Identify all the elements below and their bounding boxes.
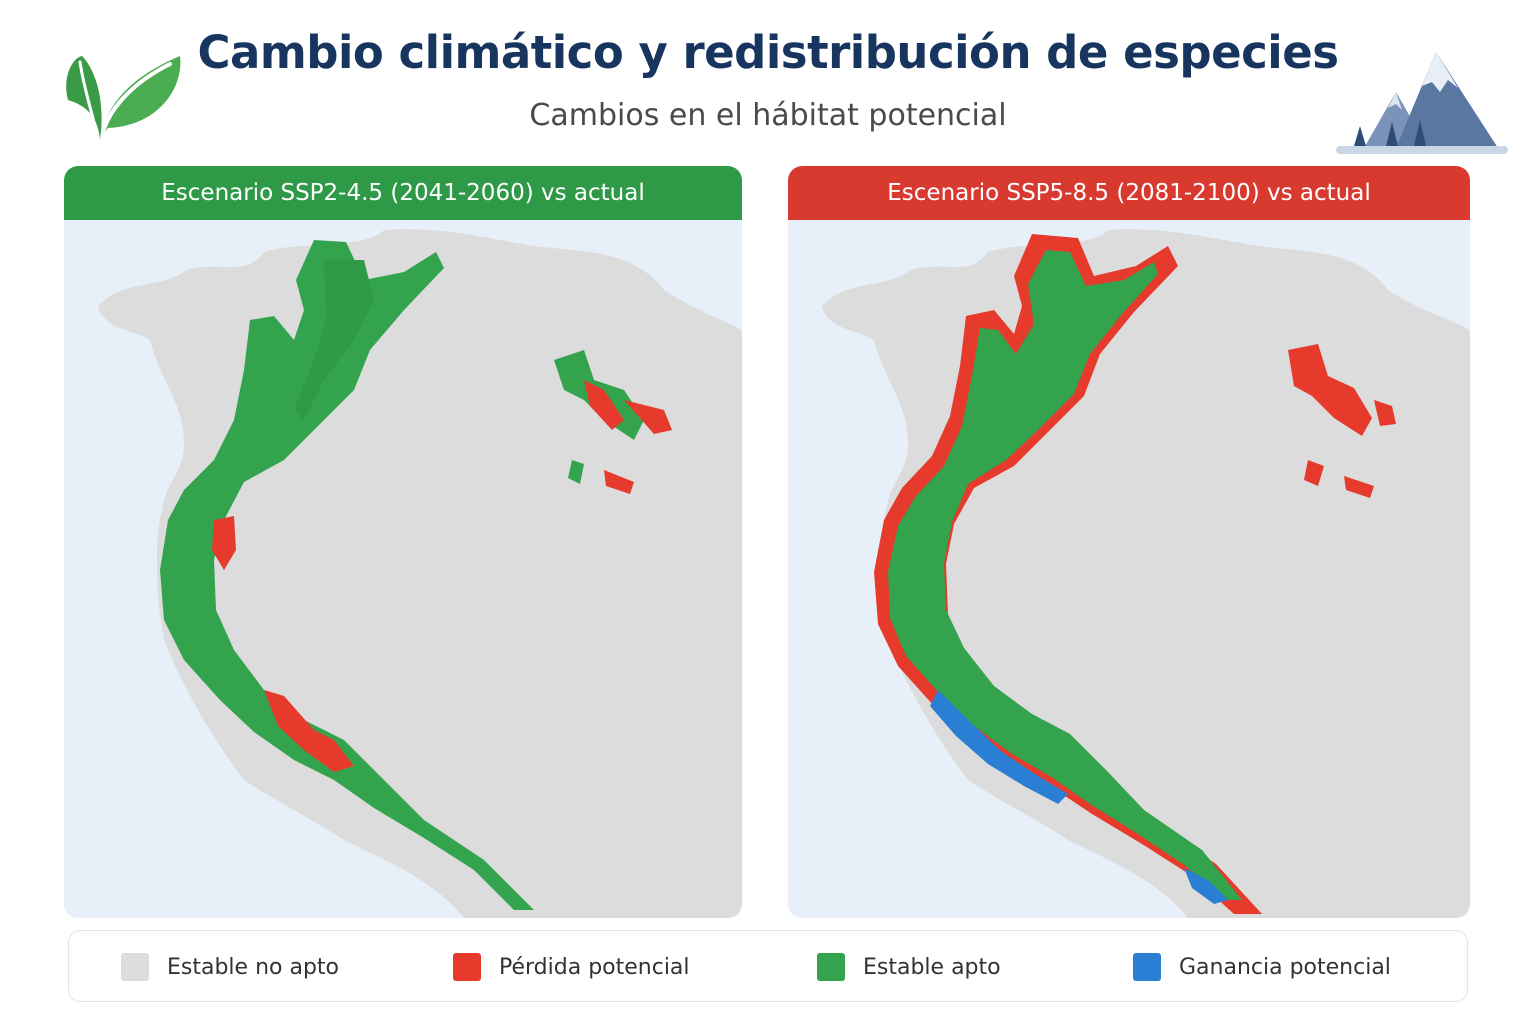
map-panel-ssp585: Escenario SSP5-8.5 (2081-2100) vs actual <box>788 166 1470 918</box>
potential-gain-region <box>930 690 1068 804</box>
stable-suitable-northern-branch <box>294 260 374 420</box>
legend-label: Pérdida potencial <box>499 954 690 980</box>
legend-item-stable-unsuitable: Estable no apto <box>121 931 339 1003</box>
legend-label: Ganancia potencial <box>1179 954 1391 980</box>
eastern-habitat-patches <box>554 350 672 494</box>
legend-item-potential-gain: Ganancia potencial <box>1133 931 1391 1003</box>
page-subtitle: Cambios en el hábitat potencial <box>529 98 1007 133</box>
legend-item-potential-loss: Pérdida potencial <box>453 931 690 1003</box>
panel-header-ssp585: Escenario SSP5-8.5 (2081-2100) vs actual <box>788 166 1470 220</box>
map-ssp585 <box>788 220 1470 918</box>
legend-swatch <box>817 953 845 981</box>
map-panel-ssp245: Escenario SSP2-4.5 (2041-2060) vs actual <box>64 166 742 918</box>
legend-swatch <box>1133 953 1161 981</box>
potential-loss-region <box>212 516 236 570</box>
map-ssp245 <box>64 220 742 918</box>
legend-swatch <box>453 953 481 981</box>
potential-gain-southern <box>1184 868 1228 904</box>
potential-loss-edge <box>264 690 354 772</box>
legend-label: Estable no apto <box>167 954 340 980</box>
mountains-icon <box>1336 48 1508 158</box>
leaf-icon <box>58 48 188 148</box>
page-title: Cambio climático y redistribución de esp… <box>197 26 1339 79</box>
stable-suitable-region <box>160 240 534 910</box>
stable-suitable-region <box>888 250 1242 900</box>
legend-swatch <box>121 953 149 981</box>
map-legend: Estable no apto Pérdida potencial Establ… <box>68 930 1468 1002</box>
legend-item-stable-suitable: Estable apto <box>817 931 1001 1003</box>
legend-label: Estable apto <box>863 954 1001 980</box>
panel-header-ssp245: Escenario SSP2-4.5 (2041-2060) vs actual <box>64 166 742 220</box>
eastern-habitat-patches <box>1288 344 1396 498</box>
